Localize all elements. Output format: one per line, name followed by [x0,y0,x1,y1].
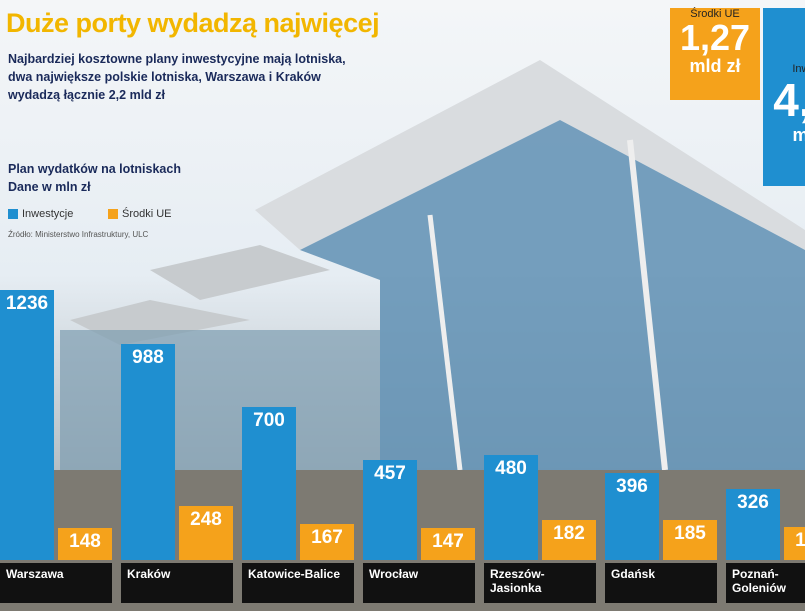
box-value: 4,58 [773,74,805,126]
bar [421,527,475,560]
bar [300,523,354,560]
category-label: Warszawa [0,563,112,603]
box-label: Środki UE [690,8,740,20]
bar [726,488,780,560]
value-label: 152 [795,529,805,551]
category-label: Kraków [121,563,233,603]
bar [121,344,175,560]
bar [605,473,659,560]
bar [784,526,805,560]
category-label: Rzeszów-Jasionka [484,563,596,603]
box-unit: mld zł [689,56,741,76]
value-label: 396 [616,476,648,498]
bar [542,520,596,560]
value-label: 248 [190,508,222,530]
bar [242,407,296,560]
bar [363,460,417,560]
category-label: Wrocław [363,563,475,603]
bar [179,505,233,560]
inv-box: Inwestycje 4,58 mld zł [763,8,805,186]
value-label: 148 [69,530,101,552]
value-label: 457 [374,463,406,485]
value-label: 147 [432,530,464,552]
box-unit: mld zł [792,125,805,145]
legend-label: Środki UE [122,208,172,220]
bar [0,290,54,560]
value-label: 167 [311,526,343,548]
category-label: Katowice-Balice [242,563,354,603]
box-value: 1,27 [679,17,751,58]
value-label: 1236 [5,293,49,314]
value-label: 988 [132,347,164,369]
bar [484,455,538,560]
value-label: 700 [253,410,285,432]
legend-label: Inwestycje [22,208,74,220]
bar [58,527,112,560]
bar [663,519,717,560]
source: Źródło: Ministerstwo Infrastruktury, ULC [8,230,149,239]
eu-box: Środki UE 1,27 mld zł [670,8,760,100]
title: Duże porty wydadzą najwięcej [6,8,380,38]
legend-swatch [108,209,118,219]
chart-title: Plan wydatków na lotniskach [8,162,181,176]
legend-item: Środki UE [108,208,172,220]
chart-subtitle: Dane w mln zł [8,180,91,194]
value-label: 480 [495,458,527,480]
category-label: Gdańsk [605,563,717,603]
legend-swatch [8,209,18,219]
subtitle: Najbardziej kosztowne plany inwestycyjne… [8,52,346,102]
value-label: 185 [674,522,706,544]
box-label: Inwestycje [792,63,805,75]
value-label: 182 [553,523,585,545]
value-label: 326 [737,491,769,513]
category-label: Poznań-Goleniów [726,563,805,603]
legend-item: Inwestycje [8,208,73,220]
